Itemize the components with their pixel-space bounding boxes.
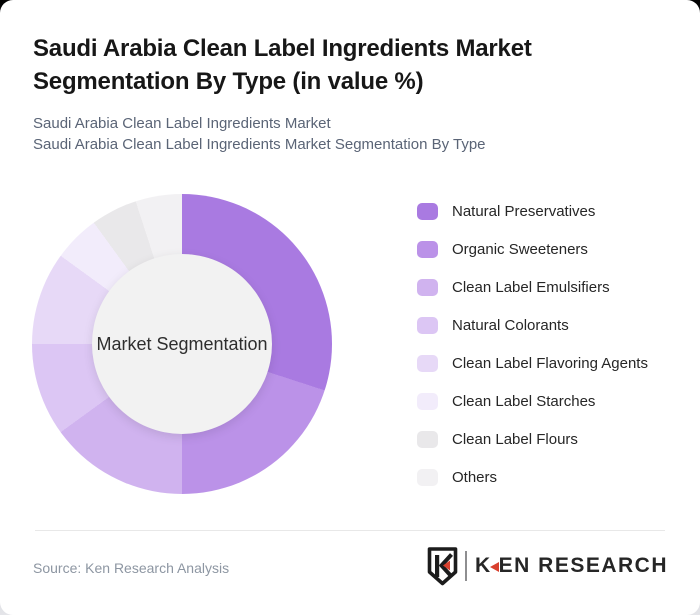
legend-item: Clean Label Flours — [417, 428, 648, 450]
subtitle: Saudi Arabia Clean Label Ingredients Mar… — [33, 113, 663, 155]
subtitle-line2: Saudi Arabia Clean Label Ingredients Mar… — [33, 136, 486, 153]
logo-letter-k: K — [474, 554, 492, 577]
ken-research-logo: K EN RESEARCH — [427, 546, 668, 586]
legend-swatch — [417, 240, 438, 258]
page-title: Saudi Arabia Clean Label Ingredients Mar… — [33, 32, 663, 98]
legend-swatch — [417, 316, 438, 334]
legend-swatch — [417, 354, 438, 372]
legend-item: Clean Label Starches — [417, 390, 648, 412]
logo-red-triangle-icon — [489, 562, 499, 572]
legend-item: Natural Preservatives — [417, 200, 648, 222]
ken-research-shield-icon — [427, 546, 458, 585]
source-text: Source: Ken Research Analysis — [33, 560, 230, 576]
legend-label: Others — [452, 468, 498, 486]
legend-item: Others — [417, 466, 648, 488]
legend-label: Clean Label Flavoring Agents — [452, 354, 648, 372]
legend-swatch — [417, 202, 438, 220]
legend-item: Organic Sweeteners — [417, 238, 648, 260]
legend-swatch — [417, 392, 438, 410]
donut-center: Market Segmentation — [92, 254, 272, 434]
legend-item: Clean Label Emulsifiers — [417, 276, 648, 298]
logo-text-rest: EN RESEARCH — [498, 554, 668, 577]
legend-label: Clean Label Emulsifiers — [452, 278, 610, 296]
donut-chart: Market Segmentation — [32, 194, 332, 494]
page-title-line1: Saudi Arabia Clean Label Ingredients Mar… — [33, 35, 532, 62]
legend-label: Clean Label Flours — [452, 430, 578, 448]
chart-legend: Natural Preservatives Organic Sweeteners C… — [417, 200, 648, 504]
legend-item: Clean Label Flavoring Agents — [417, 352, 648, 374]
legend-swatch — [417, 468, 438, 486]
legend-label: Organic Sweeteners — [452, 240, 588, 258]
donut-center-label: Market Segmentation — [96, 333, 268, 354]
legend-item: Natural Colorants — [417, 314, 648, 336]
page-title-line2: Segmentation By Type (in value %) — [33, 68, 424, 95]
legend-label: Natural Preservatives — [452, 202, 596, 220]
logo-divider — [464, 551, 467, 581]
legend-label: Clean Label Starches — [452, 392, 596, 410]
legend-swatch — [417, 430, 438, 448]
legend-swatch — [417, 278, 438, 296]
logo-text: K EN RESEARCH — [475, 554, 668, 578]
legend-label: Natural Colorants — [452, 316, 569, 334]
subtitle-line1: Saudi Arabia Clean Label Ingredients Mar… — [33, 115, 331, 132]
footer-divider — [35, 530, 665, 531]
